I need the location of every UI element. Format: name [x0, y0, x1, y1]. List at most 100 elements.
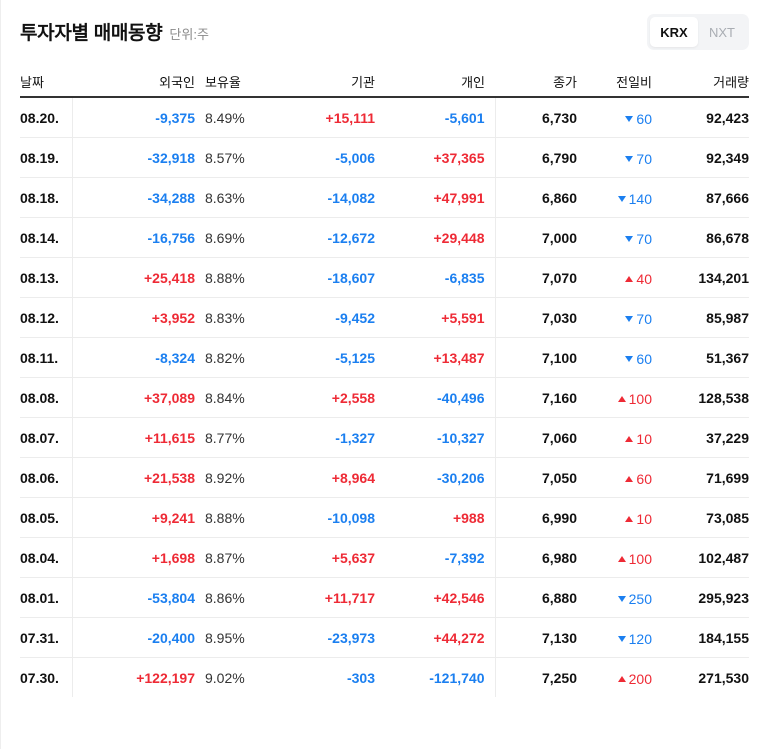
table-row: 08.13. +25,418 8.88% -18,607 -6,835 7,070 40 13… — [20, 257, 749, 298]
change-value: 60 — [636, 110, 652, 127]
cell-institution-net: +8,964 — [265, 457, 375, 498]
cell-institution-net: -9,452 — [265, 297, 375, 338]
cell-volume: 71,699 — [652, 457, 749, 498]
change-indicator: 70 — [625, 311, 652, 327]
cell-change: 250 — [577, 577, 652, 618]
change-indicator: 140 — [617, 190, 652, 207]
cell-institution-net: -10,098 — [265, 497, 375, 538]
cell-volume: 134,201 — [652, 257, 749, 298]
change-value: 250 — [628, 590, 652, 607]
change-value: 100 — [628, 550, 652, 567]
table-row: 08.07. +11,615 8.77% -1,327 -10,327 7,060 10 37… — [20, 417, 749, 458]
column-header-change: 전일비 — [577, 66, 652, 98]
change-value: 140 — [628, 190, 652, 207]
unit-label: 단위:주 — [169, 27, 209, 42]
cell-close-price: 6,730 — [495, 97, 577, 138]
cell-close-price: 6,980 — [495, 537, 577, 578]
cell-close-price: 6,860 — [495, 177, 577, 218]
table-row: 08.14. -16,756 8.69% -12,672 +29,448 7,000 70 8… — [20, 217, 749, 258]
cell-close-price: 6,990 — [495, 497, 577, 538]
cell-volume: 92,423 — [652, 97, 749, 138]
cell-change: 100 — [577, 377, 652, 418]
cell-date: 08.13. — [20, 257, 73, 298]
table-row: 08.11. -8,324 8.82% -5,125 +13,487 7,100 60 51,… — [20, 337, 749, 378]
cell-date: 08.05. — [20, 497, 73, 538]
triangle-up-icon — [617, 555, 626, 562]
table-row: 08.01. -53,804 8.86% +11,717 +42,546 6,880 250… — [20, 577, 749, 618]
cell-individual-net: +47,991 — [375, 177, 496, 218]
cell-individual-net: +13,487 — [375, 337, 496, 378]
cell-date: 08.19. — [20, 137, 73, 178]
change-value: 70 — [636, 310, 652, 327]
cell-change: 40 — [577, 257, 652, 298]
cell-volume: 271,530 — [698, 669, 749, 686]
cell-foreign-net: -8,324 — [72, 337, 195, 378]
cell-volume: 87,666 — [652, 177, 749, 218]
table-row: 08.20. -9,375 8.49% +15,111 -5,601 6,730 60 92,… — [20, 97, 749, 138]
cell-close-price: 6,790 — [495, 137, 577, 178]
cell-close-price: 7,030 — [495, 297, 577, 338]
cell-close-price: 7,250 — [541, 669, 577, 686]
cell-holding-ratio: 8.83% — [195, 297, 265, 338]
change-value: 200 — [628, 670, 652, 687]
cell-change: 60 — [577, 337, 652, 378]
cell-date: 08.07. — [20, 417, 73, 458]
cell-institution-net: -14,082 — [265, 177, 375, 218]
cell-date: 08.06. — [20, 457, 73, 498]
cell-date: 07.30. — [20, 657, 73, 697]
cell-date: 08.08. — [20, 377, 73, 418]
change-indicator: 120 — [617, 631, 652, 647]
table-row: 08.06. +21,538 8.92% +8,964 -30,206 7,050 60 71… — [20, 457, 749, 498]
cell-individual-net: -30,206 — [375, 457, 496, 498]
column-header-close-price: 종가 — [495, 66, 577, 98]
cell-institution-net: -18,607 — [265, 257, 375, 298]
table-row: 08.19. -32,918 8.57% -5,006 +37,365 6,790 70 92… — [20, 137, 749, 178]
cell-change: 60 — [577, 457, 652, 498]
column-header-institution: 기관 — [265, 66, 375, 98]
table-row: 08.18. -34,288 8.63% -14,082 +47,991 6,860 140… — [20, 177, 749, 218]
market-option-nxt[interactable]: NXT — [709, 24, 735, 40]
triangle-down-icon — [625, 315, 634, 322]
cell-institution-net: -12,672 — [265, 217, 375, 258]
triangle-down-icon — [625, 115, 634, 122]
cell-holding-ratio: 9.02% — [205, 669, 245, 686]
table-row: 07.30. +122,197 9.02% -303 -121,740 7,250 200 2… — [20, 657, 749, 697]
cell-volume: 86,678 — [652, 217, 749, 258]
cell-holding-ratio: 8.92% — [195, 457, 265, 498]
market-option-krx[interactable]: KRX — [650, 17, 698, 47]
change-value: 40 — [636, 270, 652, 287]
triangle-up-icon — [625, 435, 634, 442]
table-header-row: 날짜 외국인 보유율 기관 개인 종가 전일비 거래량 — [20, 66, 749, 98]
triangle-up-icon — [617, 395, 626, 402]
cell-date: 08.14. — [20, 217, 73, 258]
cell-institution-net: -23,973 — [265, 617, 375, 658]
cell-date: 08.12. — [20, 297, 73, 338]
cell-holding-ratio: 8.69% — [195, 217, 265, 258]
section-header: 투자자별 매매동향 단위:주 — [20, 18, 209, 46]
cell-institution-net: +5,637 — [265, 537, 375, 578]
change-value: 60 — [636, 350, 652, 367]
cell-holding-ratio: 8.82% — [195, 337, 265, 378]
change-indicator: 250 — [617, 590, 652, 607]
cell-individual-net: -7,392 — [375, 537, 496, 578]
change-indicator: 10 — [625, 431, 652, 447]
cell-institution-net: -5,125 — [265, 337, 375, 378]
cell-volume: 102,487 — [652, 537, 749, 578]
cell-change: 60 — [577, 97, 652, 138]
change-indicator: 70 — [625, 151, 652, 167]
cell-institution-net: -1,327 — [265, 417, 375, 458]
cell-change: 70 — [577, 217, 652, 258]
triangle-up-icon — [625, 275, 634, 282]
cell-holding-ratio: 8.84% — [195, 377, 265, 418]
cell-institution-net: +11,717 — [265, 577, 375, 618]
section-title: 투자자별 매매동향 — [20, 23, 163, 44]
cell-change: 70 — [577, 137, 652, 178]
cell-volume: 51,367 — [652, 337, 749, 378]
cell-change: 100 — [577, 537, 652, 578]
cell-foreign-net: +9,241 — [72, 497, 195, 538]
triangle-down-icon — [617, 595, 626, 602]
cell-volume: 73,085 — [652, 497, 749, 538]
cell-foreign-net: -16,756 — [72, 217, 195, 258]
column-header-date: 날짜 — [20, 66, 72, 98]
cell-foreign-net: -20,400 — [72, 617, 195, 658]
